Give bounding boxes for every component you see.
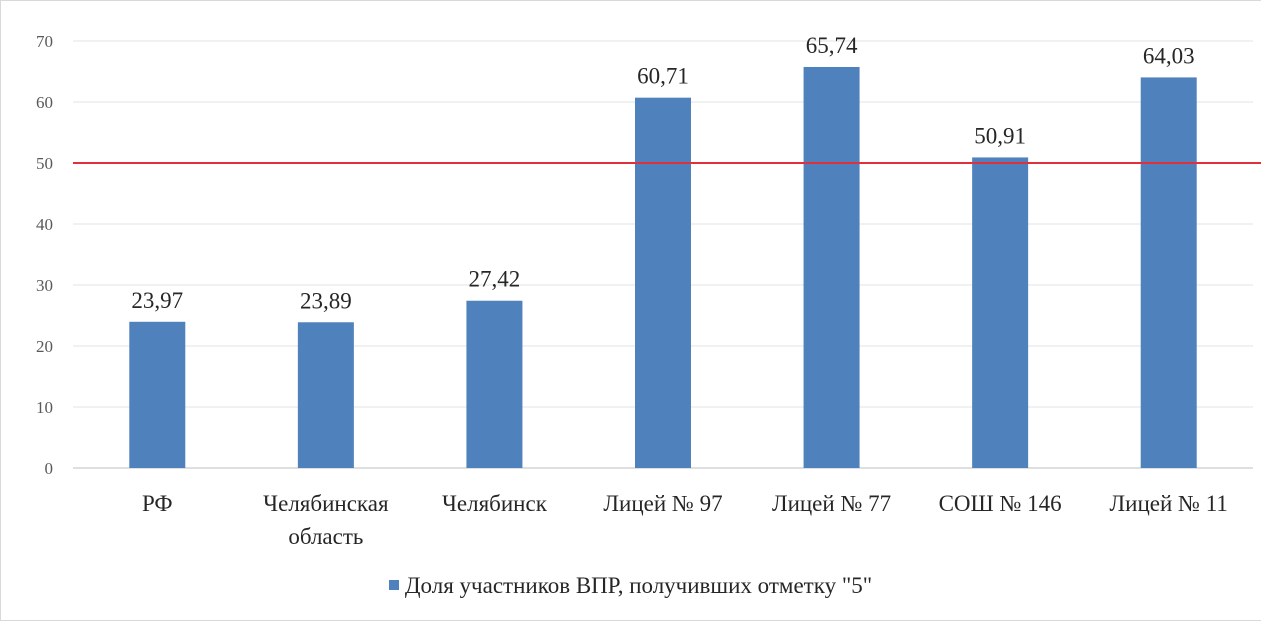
y-tick-label: 70 (36, 32, 53, 51)
bar (972, 157, 1029, 468)
x-tick-label: РФ (142, 491, 173, 516)
y-tick-label: 60 (36, 93, 53, 112)
bar (1140, 77, 1197, 469)
data-label: 65,74 (806, 33, 858, 58)
data-label: 60,71 (637, 64, 689, 89)
x-tick-label: Лицей № 77 (772, 491, 891, 516)
data-label: 23,97 (131, 288, 183, 313)
legend-swatch (388, 580, 399, 590)
data-label: 64,03 (1143, 43, 1195, 68)
y-tick-label: 50 (36, 154, 53, 173)
y-tick-label: 20 (36, 337, 53, 356)
x-tick-label: область (288, 524, 363, 549)
x-tick-label: Лицей № 97 (603, 491, 722, 516)
y-tick-label: 0 (45, 459, 54, 478)
y-tick-label: 40 (36, 215, 53, 234)
legend-label: Доля участников ВПР, получивших отметку … (404, 573, 873, 598)
bar (129, 321, 186, 468)
x-tick-label: Челябинск (442, 491, 548, 516)
bar (803, 66, 860, 469)
bar (466, 300, 523, 468)
bar (635, 97, 691, 468)
data-label: 23,89 (300, 288, 352, 313)
x-tick-label: Челябинская (263, 491, 389, 516)
legend: Доля участников ВПР, получивших отметку … (0, 571, 1261, 601)
x-tick-label: Лицей № 11 (1110, 491, 1228, 516)
bar (297, 322, 354, 468)
data-label: 50,91 (974, 123, 1026, 148)
y-tick-label: 30 (36, 276, 53, 295)
data-label: 27,42 (469, 267, 521, 292)
y-tick-label: 10 (36, 398, 53, 417)
x-tick-label: СОШ № 146 (939, 491, 1062, 516)
